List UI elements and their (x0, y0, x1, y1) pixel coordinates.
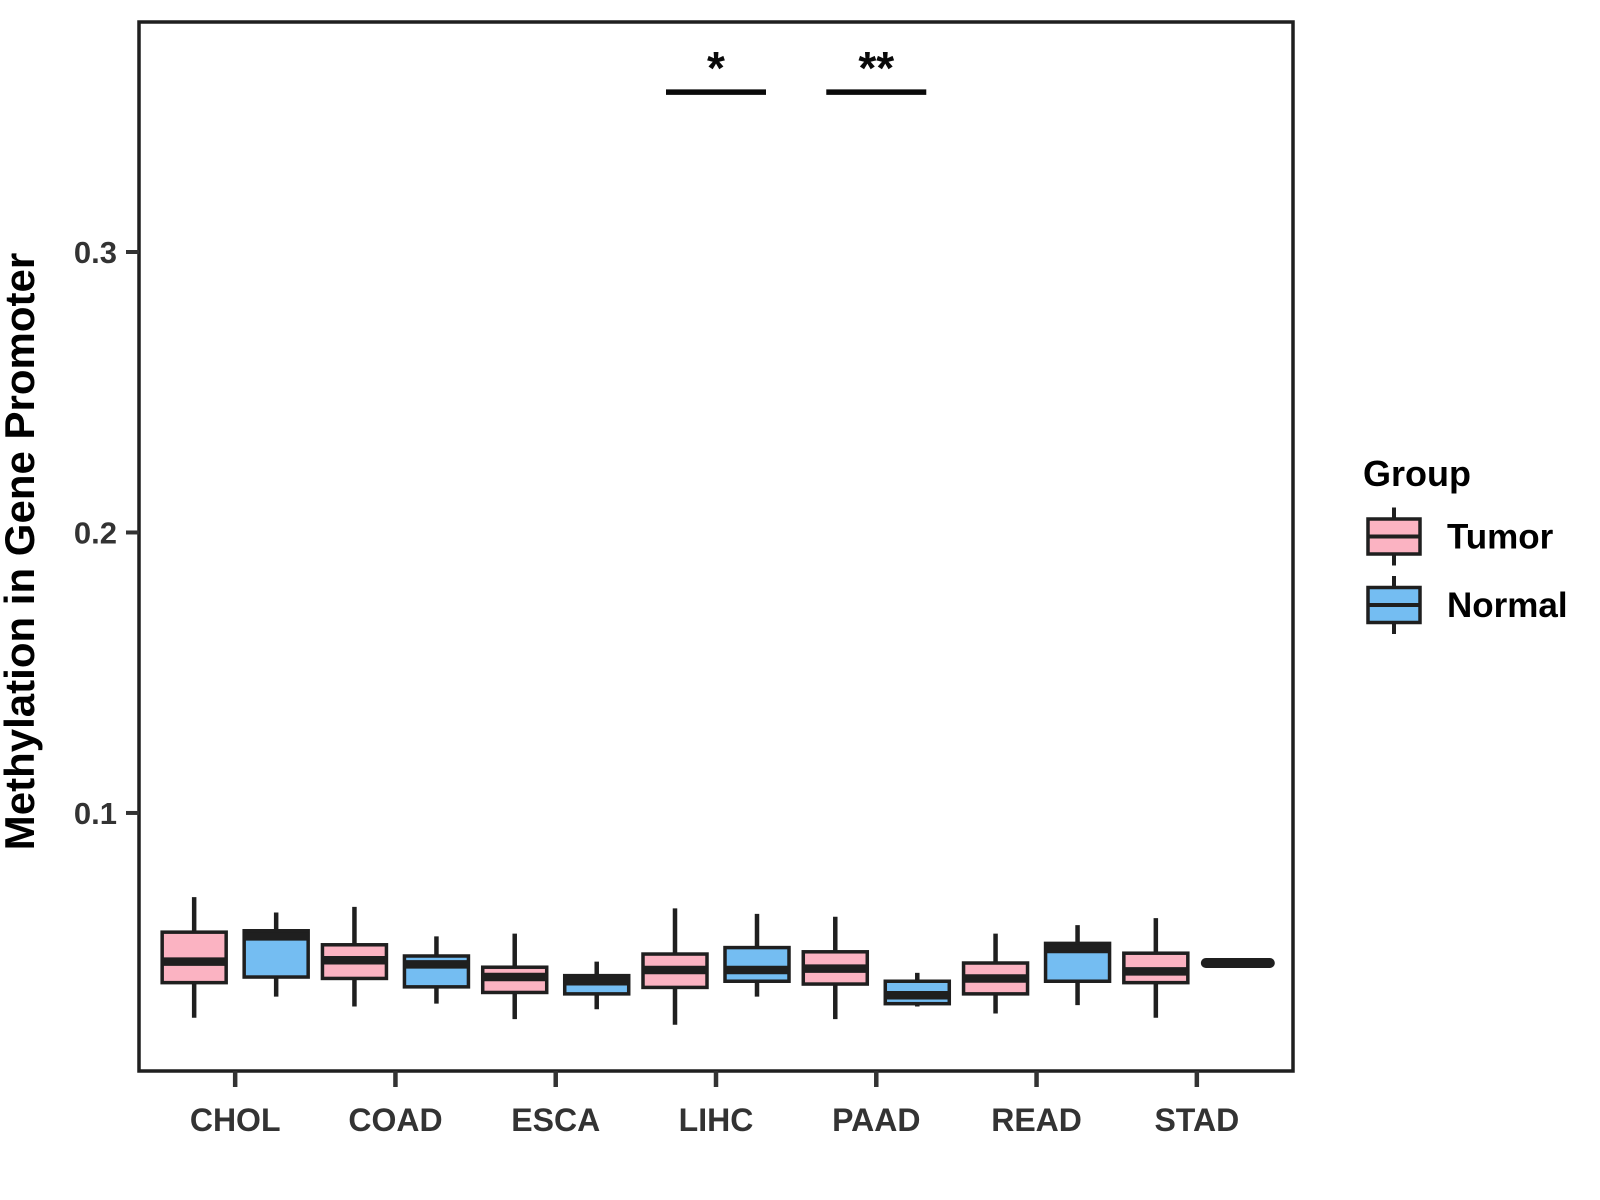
significance-lihc: * (666, 42, 766, 95)
box-tumor-chol (160, 897, 228, 1018)
legend-label-normal: Normal (1447, 586, 1568, 625)
box-tumor-coad (320, 906, 389, 1007)
box-normal-coad (402, 936, 471, 1004)
y-tick-label: 0.2 (74, 515, 117, 550)
legend: Group Tumor Normal (1363, 453, 1568, 634)
x-tick-label-paad: PAAD (832, 1102, 920, 1138)
x-tick-label-stad: STAD (1154, 1102, 1239, 1138)
box-tumor-read (961, 933, 1030, 1014)
legend-key-tumor: Tumor (1366, 507, 1554, 566)
x-tick-label-read: READ (991, 1102, 1082, 1138)
box-normal-chol (242, 912, 310, 997)
plot-panel (137, 20, 1295, 1073)
y-tick-label: 0.3 (74, 235, 117, 270)
significance-stars: ** (858, 42, 894, 94)
x-tick-label-esca: ESCA (511, 1102, 600, 1138)
box-tumor-lihc (641, 908, 709, 1025)
box-normal-read (1043, 925, 1112, 1006)
x-tick-label-chol: CHOL (190, 1102, 281, 1138)
box-tumor-paad (801, 916, 870, 1020)
significance-paad: ** (826, 42, 927, 95)
significance-stars: * (707, 42, 725, 94)
iqr-box (723, 945, 791, 983)
y-axis-title: Methylation in Gene Promoter (0, 253, 43, 850)
box-tumor-esca (480, 933, 549, 1020)
legend-key-normal: Normal (1366, 576, 1568, 634)
legend-title: Group (1363, 453, 1471, 494)
box-tumor-stad (1122, 918, 1190, 1018)
legend-label-tumor: Tumor (1447, 518, 1554, 557)
box-normal-lihc (723, 913, 791, 997)
box-normal-paad (883, 972, 952, 1007)
box-normal-esca (562, 961, 631, 1010)
x-tick-label-coad: COAD (348, 1102, 442, 1138)
x-tick-label-lihc: LIHC (679, 1102, 754, 1138)
y-tick-label: 0.1 (74, 796, 117, 831)
